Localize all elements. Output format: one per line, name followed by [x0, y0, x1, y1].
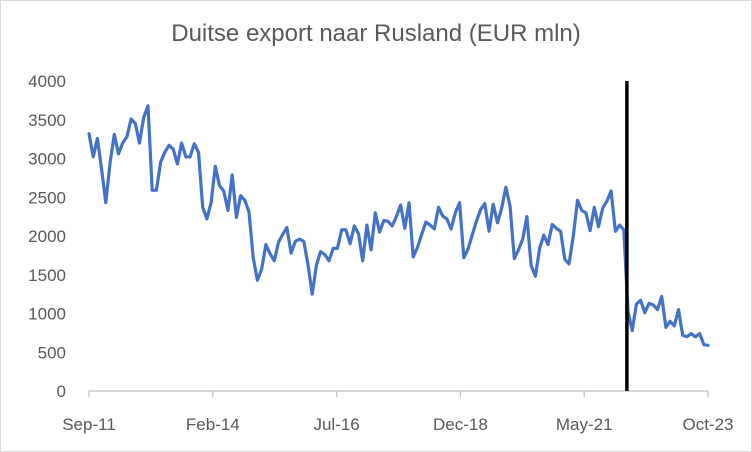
x-tick-label: Dec-18	[433, 415, 488, 434]
chart-title: Duitse export naar Rusland (EUR mln)	[171, 20, 581, 47]
y-tick-label: 2500	[28, 188, 66, 207]
x-tick-label: Jul-16	[313, 415, 359, 434]
x-tick-label: May-21	[556, 415, 613, 434]
y-tick-label: 1000	[28, 305, 66, 324]
y-tick-label: 500	[38, 343, 66, 362]
y-tick-label: 0	[57, 382, 66, 401]
y-tick-label: 1500	[28, 266, 66, 285]
y-tick-label: 3000	[28, 150, 66, 169]
y-tick-label: 3500	[28, 111, 66, 130]
series-line	[87, 104, 710, 347]
x-tick-label: Sep-11	[62, 415, 116, 434]
x-tick-label: Feb-14	[186, 415, 240, 434]
y-tick-label: 4000	[28, 72, 66, 91]
x-tick-label: Oct-23	[682, 415, 733, 434]
y-tick-label: 2000	[28, 227, 66, 246]
